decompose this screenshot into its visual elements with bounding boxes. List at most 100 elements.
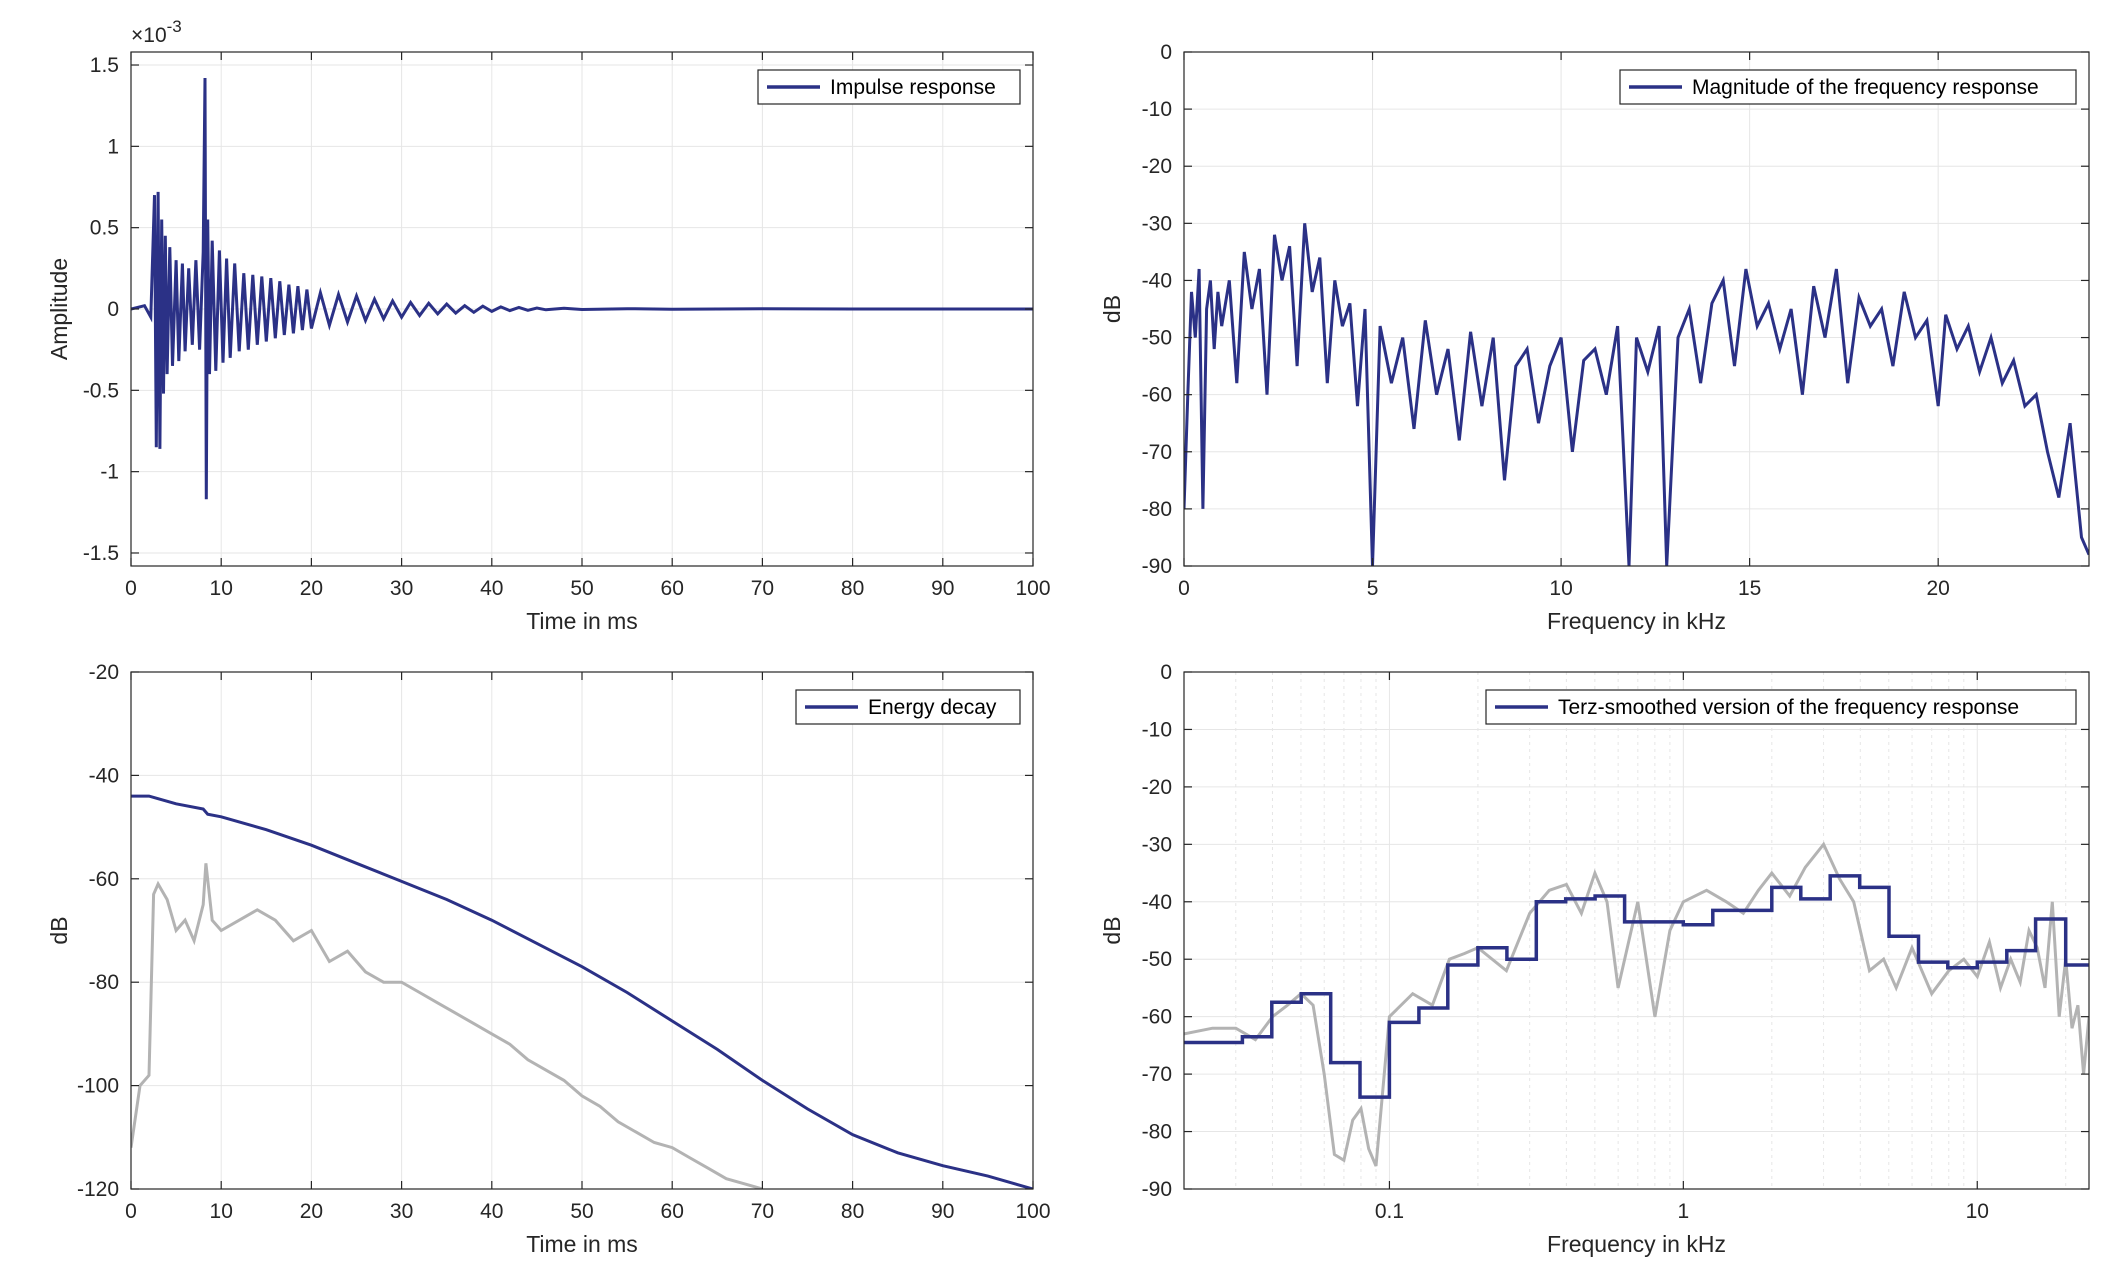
legend: Energy decay: [795, 689, 1021, 725]
series-line: [131, 794, 1033, 1189]
y-tick-label: -80: [1142, 498, 1172, 521]
y-tick-label: -30: [1142, 212, 1172, 235]
y-tick-label: 0: [107, 298, 119, 321]
y-exponent-label: ×10-3: [131, 17, 182, 47]
x-tick-label: 30: [390, 1200, 413, 1223]
y-tick-label: -40: [89, 764, 119, 787]
x-tick-label: 10: [1549, 577, 1572, 600]
y-axis-label: dB: [46, 916, 72, 944]
chart-panel-2: 0 5 10 15 20 0 -10 -20 -30 -40 -50 -60 -70 -80 -90 Freq…: [1099, 41, 2090, 634]
y-tick-label: -80: [1142, 1121, 1172, 1144]
y-tick-label: -40: [1142, 891, 1172, 914]
y-axis-label: Amplitude: [46, 258, 72, 360]
x-tick-label: 1: [1677, 1200, 1689, 1223]
series-group: [1184, 223, 2089, 566]
chart-panel-3: 0 10 20 30 40 50 60 70 80 90 100 -20 -40 -60 -80 -100 -1…: [46, 661, 1051, 1257]
y-tick-label: 0.5: [90, 217, 119, 240]
y-tick-label: -120: [77, 1178, 119, 1201]
series-group: [131, 794, 1033, 1189]
x-tick-label: 20: [1926, 577, 1949, 600]
series-line: [1184, 223, 2089, 566]
y-tick-label: -20: [1142, 776, 1172, 799]
x-tick-label: 90: [931, 577, 954, 600]
x-tick-label: 15: [1738, 577, 1761, 600]
x-tick-label: 20: [300, 1200, 323, 1223]
y-tick-label: 1.5: [90, 54, 119, 77]
y-tick-label: 0: [1160, 41, 1172, 64]
legend-box: [1485, 689, 2077, 725]
x-tick-label: 70: [751, 1200, 774, 1223]
x-tick-label: 5: [1367, 577, 1379, 600]
y-tick-label: -90: [1142, 555, 1172, 578]
y-tick-label: 1: [107, 135, 119, 158]
axes-box: [1183, 51, 2090, 567]
chart-panel-1: 0 10 20 30 40 50 60 70 80 90 100 -1.5 -1 -0.5 0 0.5 1 1.5…: [46, 17, 1051, 634]
y-tick-label: -60: [1142, 384, 1172, 407]
x-axis-label: Time in ms: [526, 608, 638, 634]
y-tick-label: -20: [89, 661, 119, 684]
y-tick-label: -30: [1142, 833, 1172, 856]
y-tick-label: 0: [1160, 661, 1172, 684]
y-axis-label: dB: [1099, 916, 1125, 944]
raw-series-line: [1184, 841, 2089, 1167]
axes-box: [1183, 671, 2090, 1190]
x-tick-label: 100: [1015, 577, 1050, 600]
x-axis-label: Frequency in kHz: [1547, 1231, 1726, 1257]
y-tick-label: -50: [1142, 327, 1172, 350]
y-tick-label: -70: [1142, 1063, 1172, 1086]
x-tick-label: 10: [210, 577, 233, 600]
y-tick-label: -1: [100, 461, 119, 484]
legend: Terz-smoothed version of the frequency r…: [1485, 689, 2077, 725]
x-axis-label: Frequency in kHz: [1547, 608, 1726, 634]
y-tick-label: -1.5: [83, 542, 119, 565]
legend-label: Terz-smoothed version of the frequency r…: [1558, 696, 2019, 719]
y-tick-label: -40: [1142, 269, 1172, 292]
series-group: [131, 77, 1033, 500]
x-tick-label: 60: [661, 577, 684, 600]
x-tick-label: 10: [1966, 1200, 1989, 1223]
y-tick-label: -70: [1142, 441, 1172, 464]
plot-area: [1184, 52, 2089, 566]
y-tick-label: -20: [1142, 155, 1172, 178]
legend-label: Energy decay: [868, 696, 997, 719]
x-tick-label: 30: [390, 577, 413, 600]
raw-series-line: [131, 863, 763, 1189]
x-axis-label: Time in ms: [526, 1231, 638, 1257]
y-tick-label: -60: [89, 868, 119, 891]
legend: Magnitude of the frequency response: [1619, 69, 2077, 105]
x-tick-label: 80: [841, 1200, 864, 1223]
x-tick-label: 0: [1178, 577, 1190, 600]
legend: Impulse response: [757, 69, 1021, 105]
y-tick-label: -0.5: [83, 379, 119, 402]
x-tick-label: 0: [125, 1200, 137, 1223]
x-tick-label: 50: [570, 1200, 593, 1223]
chart-panel-4: 0.1 1 10 0 -10 -20 -30 -40 -50 -60 -70 -80 -90 Freque…: [1099, 661, 2090, 1257]
series-group: [1184, 841, 2089, 1167]
legend-label: Impulse response: [830, 76, 996, 99]
y-axis-label: dB: [1099, 295, 1125, 323]
x-tick-label: 20: [300, 577, 323, 600]
legend-label: Magnitude of the frequency response: [1692, 76, 2039, 99]
y-tick-label: -80: [89, 971, 119, 994]
y-tick-label: -10: [1142, 718, 1172, 741]
plot-area: [1184, 672, 2089, 1189]
series-line: [131, 77, 1033, 500]
x-tick-label: 0.1: [1375, 1200, 1404, 1223]
x-tick-label: 10: [210, 1200, 233, 1223]
x-tick-label: 100: [1015, 1200, 1050, 1223]
y-tick-label: -10: [1142, 98, 1172, 121]
legend-box: [1619, 69, 2077, 105]
x-tick-label: 40: [480, 1200, 503, 1223]
y-tick-label: -90: [1142, 1178, 1172, 1201]
x-tick-label: 70: [751, 577, 774, 600]
x-tick-label: 0: [125, 577, 137, 600]
y-tick-label: -100: [77, 1075, 119, 1098]
x-tick-label: 50: [570, 577, 593, 600]
series-line: [1184, 874, 2089, 1099]
y-tick-label: -50: [1142, 948, 1172, 971]
x-tick-label: 60: [661, 1200, 684, 1223]
y-tick-label: -60: [1142, 1006, 1172, 1029]
x-tick-label: 40: [480, 577, 503, 600]
x-tick-label: 80: [841, 577, 864, 600]
